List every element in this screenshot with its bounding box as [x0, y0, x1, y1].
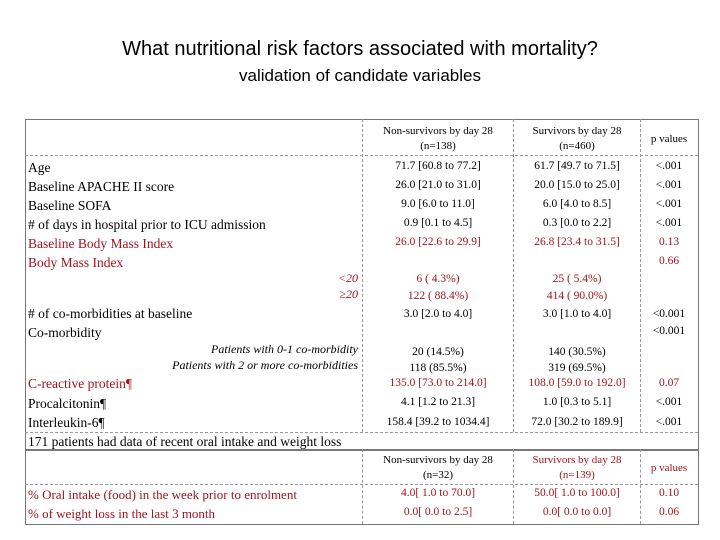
- cell-pct-s: 1.0 [0.3 to 5.1]: [542, 396, 612, 408]
- table2-col-divider-2: [513, 449, 514, 524]
- t1-header-s-n: (n=460): [559, 140, 595, 152]
- cell-il6-ns: 158.4 [39.2 to 1034.4]: [386, 416, 490, 428]
- cell-days-p: <.001: [655, 217, 683, 229]
- t2-header-pvalues: p values: [650, 462, 688, 474]
- cell-bmi-under20-s: 25 ( 5.4%): [552, 273, 602, 285]
- cell-weight-ns: 0.0[ 0.0 to 2.5]: [403, 506, 473, 518]
- table1-note-divider: [25, 432, 698, 433]
- cell-comorb-0-1-s: 140 (30.5%): [548, 346, 606, 358]
- cell-pct-p: <.001: [655, 396, 683, 408]
- cell-il6-s: 72.0 [30.2 to 189.9]: [531, 416, 623, 428]
- cell-crp-s: 108.0 [59.0 to 192.0]: [528, 377, 626, 389]
- cell-oral-s: 50.0[ 1.0 to 100.0]: [534, 487, 620, 499]
- cell-days-ns: 0.9 [0.1 to 4.5]: [403, 217, 473, 229]
- cell-apache-ns: 26.0 [21.0 to 31.0]: [395, 179, 481, 191]
- table1-col-divider-3: [640, 119, 641, 432]
- cell-comorb-0-1-ns: 20 (14.5%): [412, 346, 464, 358]
- cell-oral-ns: 4.0[ 1.0 to 70.0]: [400, 487, 476, 499]
- cell-bmi-under20-ns: 6 ( 4.3%): [416, 273, 460, 285]
- table1-col-divider-1: [362, 119, 363, 432]
- cell-oral-p: 0.10: [658, 487, 680, 499]
- cell-pct-ns: 4.1 [1.2 to 21.3]: [400, 396, 476, 408]
- cell-il6-p: <.001: [655, 416, 683, 428]
- cell-comorb-2plus-ns: 118 (85.5%): [409, 362, 467, 374]
- row-label-crp: C-reactive protein¶: [28, 376, 132, 391]
- row-label-comorb-2plus: Patients with 2 or more co-morbidities: [172, 358, 358, 372]
- row-label-comorb-0-1: Patients with 0-1 co-morbidity: [211, 342, 358, 356]
- cell-bmi-over20-ns: 122 ( 88.4%): [407, 290, 469, 302]
- cell-comorb-count-s: 3.0 [1.0 to 4.0]: [542, 308, 612, 320]
- cell-sofa-p: <.001: [655, 198, 683, 210]
- row-label-bmi-under20: <20: [337, 271, 358, 285]
- row-label-comorbidity: Co-morbidity: [28, 325, 102, 340]
- cell-weight-p: 0.06: [658, 506, 680, 518]
- t1-header-s-label: Survivors by day 28: [532, 125, 622, 137]
- cell-bbmi-p: 0.13: [658, 236, 680, 248]
- table2-col-divider-3: [640, 449, 641, 524]
- page-subtitle: validation of candidate variables: [239, 66, 481, 85]
- t2-header-ns-label: Non-survivors by day 28: [383, 454, 493, 466]
- cell-crp-p: 0.07: [658, 377, 680, 389]
- row-label-procalcitonin: Procalcitonin¶: [28, 396, 107, 411]
- cell-comorb-count-ns: 3.0 [2.0 to 4.0]: [403, 308, 473, 320]
- cell-age-ns: 71.7 [60.8 to 77.2]: [395, 160, 481, 172]
- cell-weight-s: 0.0[ 0.0 to 0.0]: [542, 506, 612, 518]
- t2-header-ns-n: (n=32): [422, 469, 454, 481]
- t1-header-pvalues: p values: [650, 133, 688, 145]
- table1-col-divider-2: [513, 119, 514, 432]
- t2-header-s-label: Survivors by day 28: [532, 454, 622, 466]
- cell-bmi-over20-s: 414 ( 90.0%): [546, 290, 608, 302]
- note-recent-intake: 171 patients had data of recent oral int…: [28, 434, 342, 449]
- table1-header-divider: [25, 155, 698, 156]
- row-label-baseline-bmi: Baseline Body Mass Index: [28, 236, 174, 251]
- cell-bmi-p: 0.66: [658, 255, 680, 267]
- cell-comorb-2plus-s: 319 (69.5%): [548, 362, 606, 374]
- row-label-comorbidities-count: # of co-morbidities at baseline: [28, 306, 193, 321]
- row-label-bmi-over20: ≥20: [339, 287, 358, 301]
- row-label-bmi: Body Mass Index: [28, 255, 124, 270]
- row-label-oral-intake: % Oral intake (food) in the week prior t…: [28, 487, 297, 502]
- cell-sofa-ns: 9.0 [6.0 to 11.0]: [401, 198, 475, 210]
- t2-header-survivors: Survivors by day 28 (n=139): [514, 453, 640, 483]
- cell-age-s: 61.7 [49.7 to 71.5]: [534, 160, 620, 172]
- row-label-days-hospital: # of days in hospital prior to ICU admis…: [28, 217, 266, 232]
- cell-bbmi-ns: 26.0 [22.6 to 29.9]: [395, 236, 481, 248]
- t1-header-survivors: Survivors by day 28 (n=460): [514, 124, 640, 154]
- t1-header-ns-label: Non-survivors by day 28: [383, 125, 493, 137]
- row-label-il6: Interleukin-6¶: [28, 415, 105, 430]
- t2-header-s-n: (n=139): [559, 469, 595, 481]
- cell-comorb-count-p: <0.001: [652, 308, 686, 320]
- t1-header-non-survivors: Non-survivors by day 28 (n=138): [363, 124, 513, 154]
- t1-header-ns-n: (n=138): [420, 140, 456, 152]
- page-title: What nutritional risk factors associated…: [122, 38, 598, 60]
- cell-bbmi-s: 26.8 [23.4 to 31.5]: [534, 236, 620, 248]
- cell-age-p: <.001: [655, 160, 683, 172]
- row-label-apache: Baseline APACHE II score: [28, 179, 175, 194]
- cell-crp-ns: 135.0 [73.0 to 214.0]: [389, 377, 487, 389]
- table2-header-divider: [25, 484, 698, 485]
- cell-apache-p: <.001: [655, 179, 683, 191]
- row-label-age: Age: [28, 160, 51, 175]
- row-label-sofa: Baseline SOFA: [28, 198, 112, 213]
- cell-apache-s: 20.0 [15.0 to 25.0]: [534, 179, 620, 191]
- table2-col-divider-1: [362, 449, 363, 524]
- cell-sofa-s: 6.0 [4.0 to 8.5]: [542, 198, 612, 210]
- cell-days-s: 0.3 [0.0 to 2.2]: [542, 217, 612, 229]
- t2-header-non-survivors: Non-survivors by day 28 (n=32): [363, 453, 513, 483]
- cell-comorbidity-p: <0.001: [652, 325, 686, 337]
- row-label-weight-loss: % of weight loss in the last 3 month: [28, 506, 216, 521]
